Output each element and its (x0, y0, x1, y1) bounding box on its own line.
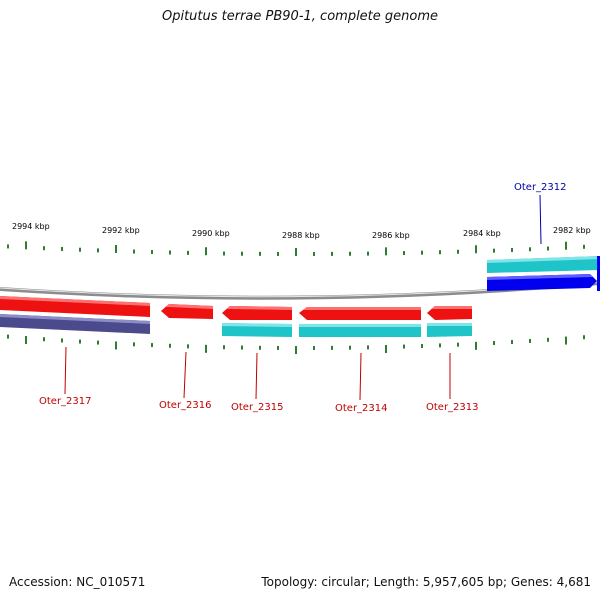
kbp-label-2982: 2982 kbp (553, 226, 591, 235)
oter-2314-leader (359, 352, 362, 401)
lower-tick-track (7, 334, 585, 354)
gene-labels: Oter_2317 Oter_2316 Oter_2315 Oter_2314 … (39, 182, 567, 414)
oter-2315-cds-highlight (226, 306, 292, 310)
oter-2317-label[interactable]: Oter_2317 (39, 396, 92, 407)
oter-2317-gene-highlight (0, 314, 150, 324)
forward-strand-track (487, 256, 600, 291)
gene-label-leaders (64, 194, 542, 401)
oter-2312-cds-highlight (487, 274, 593, 280)
oter-2316-cds-highlight (165, 304, 213, 309)
oter-2313-gene-feature[interactable] (427, 323, 472, 337)
oter-2313-cds-highlight (431, 306, 472, 309)
oter-2314-cds-feature[interactable] (299, 307, 421, 320)
accession-label: Accession: NC_010571 (9, 575, 146, 589)
oter-2313-cds-feature[interactable] (427, 306, 472, 320)
oter-2314-label[interactable]: Oter_2314 (335, 403, 388, 414)
oter-2316-label[interactable]: Oter_2316 (159, 400, 212, 411)
oter-2312-gene-highlight (487, 256, 600, 263)
oter-2315-leader (255, 352, 258, 400)
oter-2312-gene-tail (597, 256, 600, 291)
oter-2312-leader (539, 194, 542, 245)
kbp-scale-labels: 2994 kbp 2992 kbp 2990 kbp 2988 kbp 2986… (12, 222, 591, 240)
kbp-label-2988: 2988 kbp (282, 231, 320, 240)
oter-2316-leader (183, 351, 187, 399)
oter-2313-gene-highlight (427, 323, 472, 326)
oter-2314-gene-highlight (299, 324, 421, 327)
kbp-label-2992: 2992 kbp (102, 226, 140, 235)
oter-2312-label[interactable]: Oter_2312 (514, 182, 567, 193)
upper-tick-track (7, 241, 585, 256)
kbp-label-2990: 2990 kbp (192, 229, 230, 238)
oter-2317-leader (64, 346, 67, 395)
oter-2315-gene-highlight (222, 323, 292, 327)
oter-2314-gene-feature[interactable] (299, 324, 421, 337)
oter-2317-cds-highlight (0, 296, 150, 306)
oter-2317-gene-feature[interactable] (0, 314, 150, 334)
oter-2315-label[interactable]: Oter_2315 (231, 402, 284, 413)
oter-2314-cds-highlight (303, 307, 421, 310)
map-title: Opitutus terrae PB90-1, complete genome (161, 9, 439, 24)
kbp-label-2986: 2986 kbp (372, 231, 410, 240)
kbp-label-2994: 2994 kbp (12, 222, 50, 231)
genome-summary: Topology: circular; Length: 5,957,605 bp… (261, 575, 591, 589)
reverse-strand-track (0, 296, 472, 337)
oter-2313-label[interactable]: Oter_2313 (426, 402, 479, 413)
kbp-label-2984: 2984 kbp (463, 229, 501, 238)
